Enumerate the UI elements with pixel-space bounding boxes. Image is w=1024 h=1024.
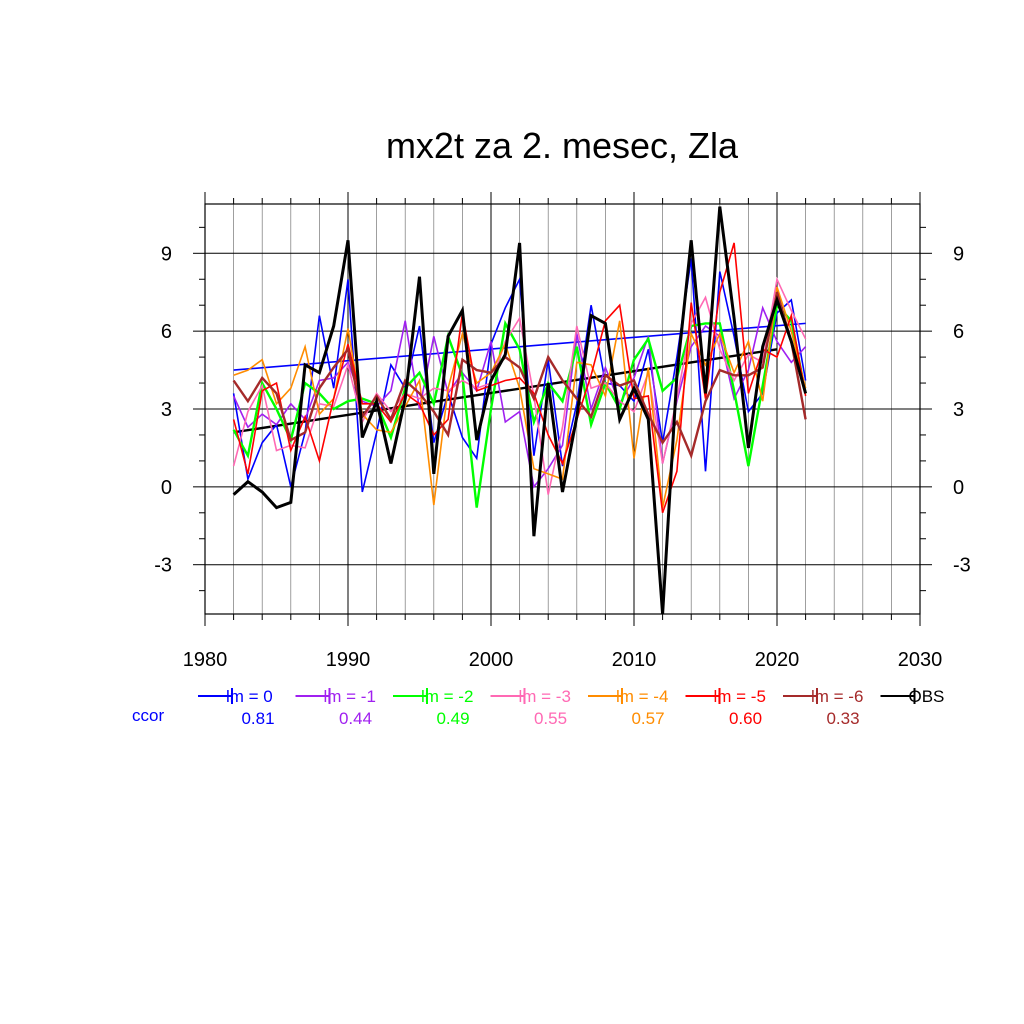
x-tick-label: 2010	[612, 649, 657, 671]
axis-ticks: 1980 1990 2000 2010 2020 2030 -3 -3 0 0 3 3 6 6 9 9	[154, 192, 971, 671]
legend: ccor lm = 0 0.81 lm = -1 0.44 lm = -2 0.49 lm …	[132, 687, 944, 728]
series-line-lm-5	[232, 242, 807, 514]
legend-ccor-value: 0.33	[826, 709, 859, 728]
legend-ccor-value: 0.81	[241, 709, 274, 728]
legend-label: lm = -3	[519, 687, 571, 706]
series-line-obs	[232, 206, 808, 615]
legend-ccor-value: 0.60	[729, 709, 762, 728]
x-tick-label: 2000	[469, 649, 514, 671]
y-tick-label-left: 3	[161, 399, 172, 421]
chart-title: mx2t za 2. mesec, Zla	[386, 125, 739, 166]
legend-label: OBS	[909, 687, 945, 706]
x-tick-label: 2030	[898, 649, 943, 671]
y-tick-label-right: 3	[953, 399, 964, 421]
legend-label: lm = -4	[616, 687, 668, 706]
x-tick-label: 2020	[755, 649, 800, 671]
y-tick-label-right: 6	[953, 321, 964, 343]
y-tick-label-right: -3	[953, 555, 971, 577]
y-tick-label-right: 0	[953, 477, 964, 499]
legend-label: lm = 0	[226, 687, 273, 706]
series-line-lm-0	[232, 258, 807, 493]
x-tick-label: 1990	[326, 649, 371, 671]
legend-ccor-value: 0.57	[631, 709, 664, 728]
y-tick-label-left: 9	[161, 243, 172, 265]
series-line-lm-4	[233, 286, 807, 508]
legend-ccor-value: 0.49	[436, 709, 469, 728]
series-lines	[232, 206, 808, 615]
legend-label: lm = -2	[421, 687, 473, 706]
x-tick-label: 1980	[183, 649, 228, 671]
ccor-label: ccor	[132, 706, 164, 725]
y-tick-label-left: -3	[154, 555, 172, 577]
legend-label: lm = -5	[714, 687, 766, 706]
legend-label: lm = -6	[811, 687, 863, 706]
y-tick-label-right: 9	[953, 243, 964, 265]
y-tick-label-left: 0	[161, 477, 172, 499]
legend-ccor-value: 0.55	[534, 709, 567, 728]
legend-ccor-value: 0.44	[339, 709, 372, 728]
y-tick-label-left: 6	[161, 321, 172, 343]
series-line-lm-6	[232, 291, 807, 460]
legend-label: lm = -1	[324, 687, 376, 706]
